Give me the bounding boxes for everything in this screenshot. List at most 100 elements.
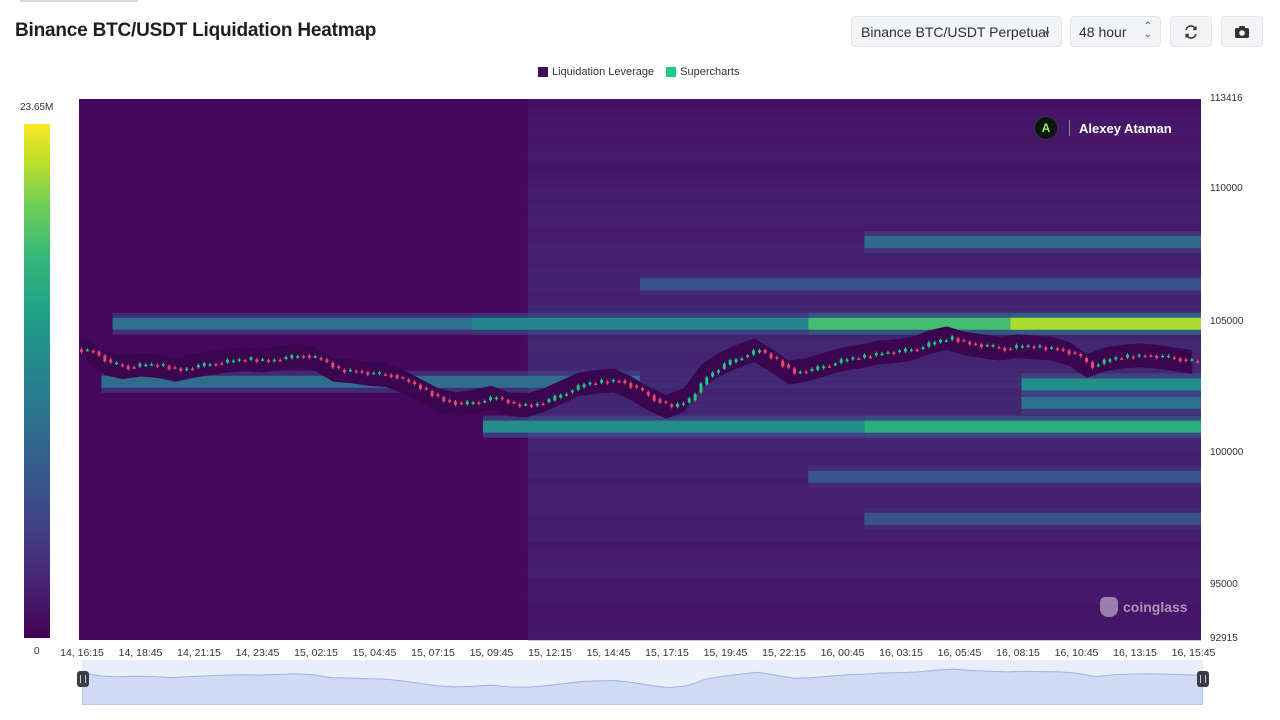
candle-body — [874, 353, 878, 356]
heatmap-band — [482, 420, 865, 433]
candle-body — [267, 360, 270, 362]
candle-body — [378, 372, 382, 374]
x-tick-label: 15, 07:15 — [411, 647, 455, 659]
candle-body — [167, 365, 171, 370]
candle-body — [1061, 348, 1065, 351]
candle-body — [1108, 359, 1112, 362]
candle-body — [1184, 359, 1188, 362]
candle-body — [1190, 359, 1194, 361]
candle-body — [179, 368, 183, 371]
candle-body — [1020, 346, 1024, 348]
navigator-handle-left[interactable] — [77, 671, 89, 687]
heatmap-band — [112, 317, 472, 330]
candle-body — [1166, 355, 1170, 358]
candle-body — [489, 397, 493, 401]
heatmap-cell-row — [527, 252, 1201, 262]
candle-body — [582, 384, 586, 388]
candle-body — [880, 353, 884, 356]
time-range-select[interactable]: 48 hour ⌃ ⌄ — [1070, 16, 1161, 47]
x-tick-label: 15, 14:45 — [586, 647, 631, 659]
candle-body — [1079, 354, 1083, 357]
heatmap-cell-row — [527, 297, 1201, 307]
camera-icon — [1235, 25, 1249, 38]
heatmap-cell-row — [527, 612, 1201, 623]
candle-body — [1102, 359, 1106, 364]
y-tick-label: 110000 — [1210, 183, 1243, 194]
candle-body — [822, 366, 826, 369]
candle-body — [588, 382, 592, 385]
y-tick-label: 92915 — [1210, 633, 1238, 644]
candle-body — [91, 350, 95, 353]
candle-body — [132, 367, 136, 369]
candle-body — [950, 336, 954, 340]
candle-body — [115, 362, 119, 365]
x-tick-label: 15, 22:15 — [762, 647, 806, 659]
heatmap-cell-row — [527, 450, 1201, 461]
candle-body — [1126, 354, 1130, 358]
candle-body — [921, 347, 925, 350]
candle-body — [845, 359, 849, 362]
candle-body — [652, 395, 656, 401]
candle-body — [839, 359, 843, 363]
refresh-button[interactable] — [1170, 16, 1212, 47]
x-tick-label: 15, 19:45 — [703, 647, 748, 659]
candle-body — [319, 358, 323, 360]
candle-body — [161, 364, 165, 366]
candle-body — [763, 350, 767, 353]
candle-body — [103, 355, 107, 362]
candle-body — [109, 359, 113, 363]
candle-body — [939, 339, 943, 343]
candle-body — [1026, 345, 1030, 348]
candle-body — [1120, 358, 1124, 360]
candle-body — [202, 363, 206, 366]
candle-body — [722, 363, 726, 369]
candle-body — [1178, 358, 1182, 362]
heatmap-cell-row — [527, 144, 1201, 154]
heatmap-band — [1021, 396, 1201, 409]
heatmap-band — [864, 235, 1201, 248]
legend-item-supercharts[interactable]: Supercharts — [666, 66, 739, 78]
candle-body — [436, 394, 440, 397]
candle-body — [1009, 348, 1013, 351]
navigator-handle-right[interactable] — [1197, 671, 1209, 687]
candle-body — [594, 383, 598, 386]
legend-item-liquidation-leverage[interactable]: Liquidation Leverage — [538, 66, 654, 78]
chart-legend: Liquidation Leverage Supercharts — [538, 66, 739, 78]
candle-body — [681, 403, 685, 405]
exchange-pair-select[interactable]: Binance BTC/USDT Perpetual ▼ — [851, 16, 1062, 47]
candle-body — [389, 374, 393, 378]
x-tick-label: 15, 04:45 — [352, 647, 397, 659]
candle-body — [781, 360, 785, 367]
candle-body — [641, 388, 644, 391]
candle-body — [728, 360, 732, 365]
page-title: Binance BTC/USDT Liquidation Heatmap — [15, 20, 377, 41]
time-navigator[interactable] — [82, 660, 1203, 705]
price-zone — [79, 326, 1193, 419]
candle-body — [524, 404, 528, 406]
candle-body — [348, 369, 352, 372]
candle-body — [325, 359, 329, 362]
candle-body — [261, 359, 265, 361]
colorbar-max-label: 23.65M — [20, 102, 54, 113]
heatmap-cell-row — [527, 198, 1201, 208]
candle-body — [716, 370, 720, 373]
heatmap-cell-row — [527, 549, 1201, 560]
heatmap-cell-row — [527, 108, 1201, 118]
candle-body — [506, 399, 510, 403]
candle-body — [284, 357, 288, 359]
heatmap-cell-row — [527, 540, 1201, 551]
colorbar-min-label: 0 — [34, 646, 40, 657]
candle-body — [85, 349, 89, 352]
heatmap-band — [808, 470, 1201, 483]
screenshot-button[interactable] — [1221, 16, 1263, 47]
x-tick-label: 15, 12:15 — [528, 647, 572, 659]
candle-body — [956, 338, 960, 342]
candle-body — [570, 390, 574, 393]
candle-body — [237, 359, 241, 361]
candle-body — [395, 375, 399, 379]
candle-body — [828, 366, 831, 368]
candle-body — [272, 359, 276, 362]
heatmap-cell-row — [527, 126, 1201, 136]
heatmap-cell-row — [527, 117, 1201, 127]
